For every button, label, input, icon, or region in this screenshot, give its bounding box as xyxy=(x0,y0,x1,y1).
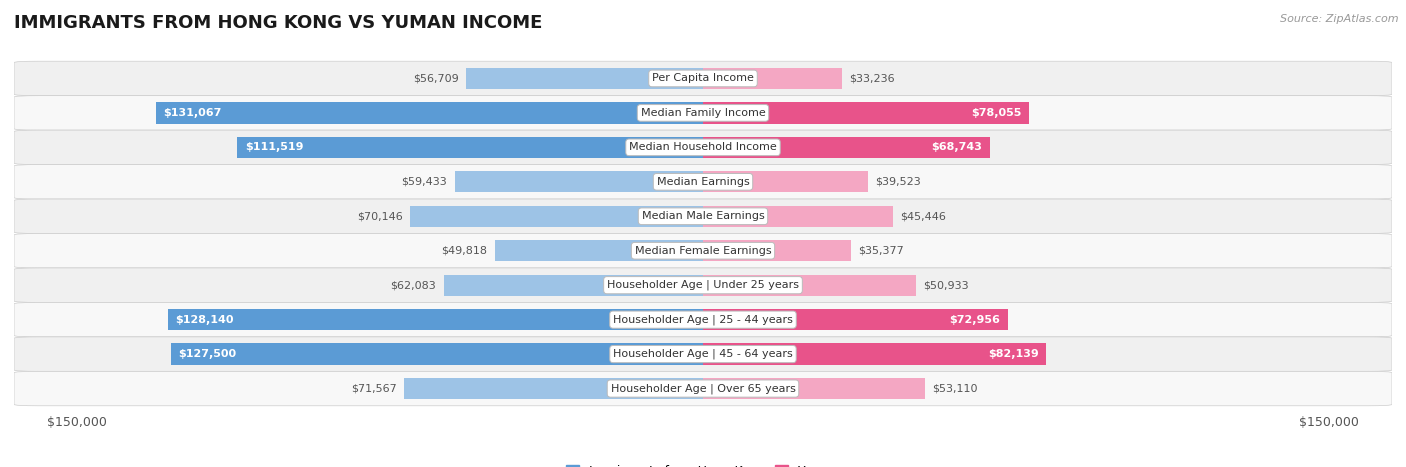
Text: $131,067: $131,067 xyxy=(163,108,222,118)
Text: Median Family Income: Median Family Income xyxy=(641,108,765,118)
Text: $62,083: $62,083 xyxy=(391,280,436,290)
Bar xyxy=(703,68,842,89)
Text: $35,377: $35,377 xyxy=(858,246,904,256)
Text: $39,523: $39,523 xyxy=(876,177,921,187)
Bar xyxy=(495,240,703,262)
Bar xyxy=(703,275,915,296)
Bar xyxy=(444,275,703,296)
FancyBboxPatch shape xyxy=(14,337,1392,371)
FancyBboxPatch shape xyxy=(14,61,1392,96)
FancyBboxPatch shape xyxy=(14,371,1392,406)
Text: $56,709: $56,709 xyxy=(413,73,458,84)
Text: $49,818: $49,818 xyxy=(441,246,488,256)
Text: $33,236: $33,236 xyxy=(849,73,894,84)
Bar xyxy=(238,137,703,158)
Bar xyxy=(467,68,703,89)
Bar xyxy=(703,240,851,262)
Text: $53,110: $53,110 xyxy=(932,383,977,394)
Text: Householder Age | Over 65 years: Householder Age | Over 65 years xyxy=(610,383,796,394)
Text: Source: ZipAtlas.com: Source: ZipAtlas.com xyxy=(1281,14,1399,24)
Text: $127,500: $127,500 xyxy=(179,349,236,359)
Bar xyxy=(703,343,1046,365)
Text: $72,956: $72,956 xyxy=(949,315,1000,325)
Text: $59,433: $59,433 xyxy=(402,177,447,187)
Text: $68,743: $68,743 xyxy=(932,142,983,152)
Text: $128,140: $128,140 xyxy=(176,315,233,325)
FancyBboxPatch shape xyxy=(14,130,1392,164)
Bar xyxy=(404,378,703,399)
Bar xyxy=(156,102,703,124)
Text: Median Female Earnings: Median Female Earnings xyxy=(634,246,772,256)
Bar xyxy=(703,102,1029,124)
Text: Householder Age | 45 - 64 years: Householder Age | 45 - 64 years xyxy=(613,349,793,359)
Text: Median Male Earnings: Median Male Earnings xyxy=(641,211,765,221)
Text: Per Capita Income: Per Capita Income xyxy=(652,73,754,84)
FancyBboxPatch shape xyxy=(14,234,1392,268)
Text: $111,519: $111,519 xyxy=(245,142,304,152)
FancyBboxPatch shape xyxy=(14,164,1392,199)
Bar xyxy=(703,205,893,227)
Bar xyxy=(703,137,990,158)
Bar xyxy=(703,309,1008,330)
Text: Householder Age | Under 25 years: Householder Age | Under 25 years xyxy=(607,280,799,290)
Bar xyxy=(456,171,703,192)
Text: IMMIGRANTS FROM HONG KONG VS YUMAN INCOME: IMMIGRANTS FROM HONG KONG VS YUMAN INCOM… xyxy=(14,14,543,32)
Bar xyxy=(703,378,925,399)
Legend: Immigrants from Hong Kong, Yuman: Immigrants from Hong Kong, Yuman xyxy=(561,460,845,467)
FancyBboxPatch shape xyxy=(14,96,1392,130)
Bar xyxy=(703,171,868,192)
Text: $78,055: $78,055 xyxy=(972,108,1021,118)
Text: $70,146: $70,146 xyxy=(357,211,402,221)
Text: $50,933: $50,933 xyxy=(924,280,969,290)
Bar xyxy=(411,205,703,227)
FancyBboxPatch shape xyxy=(14,268,1392,303)
FancyBboxPatch shape xyxy=(14,199,1392,234)
Text: $71,567: $71,567 xyxy=(352,383,396,394)
Text: Householder Age | 25 - 44 years: Householder Age | 25 - 44 years xyxy=(613,314,793,325)
Text: $45,446: $45,446 xyxy=(900,211,946,221)
Bar xyxy=(167,309,703,330)
FancyBboxPatch shape xyxy=(14,303,1392,337)
Bar xyxy=(170,343,703,365)
Text: Median Household Income: Median Household Income xyxy=(628,142,778,152)
Text: Median Earnings: Median Earnings xyxy=(657,177,749,187)
Text: $82,139: $82,139 xyxy=(987,349,1039,359)
